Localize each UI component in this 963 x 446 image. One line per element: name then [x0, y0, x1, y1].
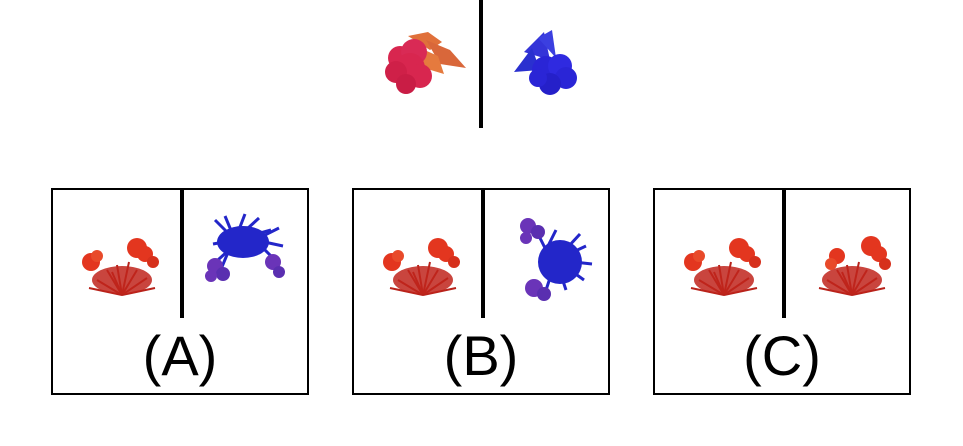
option-c-divider: [782, 190, 786, 318]
option-c[interactable]: (C): [653, 188, 911, 395]
option-b-divider: [481, 190, 485, 318]
red-blob-icon: [385, 32, 466, 94]
blue-purple-flower-bush-rotated-icon: [496, 210, 606, 310]
prompt-divider: [479, 0, 483, 128]
option-b[interactable]: (B): [352, 188, 610, 395]
option-b-label: (B): [443, 324, 519, 387]
red-flower-bush-icon: [797, 210, 907, 310]
blue-blob-icon: [514, 30, 577, 95]
red-flower-bush-icon: [67, 210, 177, 310]
prompt-pair: [360, 0, 604, 128]
red-flower-bush-icon: [368, 210, 478, 310]
option-a[interactable]: (A): [51, 188, 309, 395]
red-flower-bush-icon: [669, 210, 779, 310]
option-a-label: (A): [142, 324, 218, 387]
option-c-label: (C): [743, 324, 821, 387]
blue-purple-flower-bush-icon: [195, 210, 305, 310]
option-a-divider: [180, 190, 184, 318]
